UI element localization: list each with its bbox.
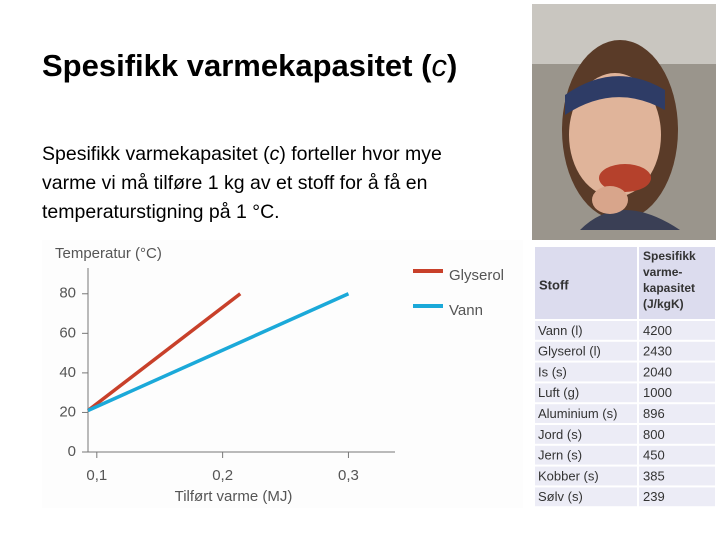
chart-background [42,240,523,508]
x-tick-label: 0,3 [338,467,359,484]
y-tick-label: 0 [68,443,76,460]
table-cell [535,383,637,403]
table-cell [639,445,715,465]
x-tick-label: 0,1 [86,467,107,484]
header-cell [639,247,715,319]
y-axis-label: Temperatur (°C) [55,245,162,262]
table-cell [535,341,637,361]
cell-text: Jord (s) [538,427,582,442]
y-tick-label: 80 [59,285,76,302]
body-part: ) forteller hvor mye varme vi må tilføre… [42,143,442,223]
table-cell [535,404,637,423]
table: Stoff Spesifikk varme-kapasitet (J/kgK) Vann… [533,243,717,513]
table-cell [639,362,715,382]
cell-text: Glyserol (l) [538,344,601,359]
table-cell [639,321,715,340]
body-symbol: c [269,143,280,165]
slide-title: Spesifikk varmekapasitet (c) [42,48,457,84]
table-cell [535,445,637,465]
table-cell [639,404,715,423]
cell-text: Kobber (s) [538,468,599,483]
y-tick-label: 20 [59,403,76,420]
title-symbol: c [431,48,447,83]
table-cell [535,362,637,382]
x-tick-label: 0,2 [212,467,233,484]
cell-text: 239 [643,489,665,504]
cell-text: 385 [643,468,665,483]
x-axis-label: Tilført varme (MJ) [175,488,293,505]
cell-text: 896 [643,406,665,421]
cell-text: 800 [643,427,665,442]
table-cell [535,487,637,507]
cell-text: Jern (s) [538,448,582,463]
header-text: varme- [643,265,682,279]
cell-text: 4200 [643,323,672,338]
header-cell [535,247,637,319]
table-cell [639,487,715,507]
cell-text: Is (s) [538,364,567,379]
table-cell [639,383,715,403]
cell-text: 2040 [643,364,672,379]
header-text: Stoff [539,277,569,292]
cell-text: Sølv (s) [538,489,583,504]
cell-text: Luft (g) [538,385,579,400]
y-tick-label: 40 [59,364,76,381]
data-line [87,292,350,413]
table-cell [639,466,715,486]
table-cell [535,466,637,486]
table-cell [639,425,715,444]
header-text: kapasitet [643,281,695,295]
title-text: ) [446,48,458,83]
body-text: Spesifikk varmekapasitet (c) forteller h… [42,140,492,227]
cell-text: 450 [643,448,665,463]
legend-label: Vann [449,302,483,319]
y-tick-label: 60 [59,324,76,341]
body-part: Spesifikk varmekapasitet ( [42,143,270,165]
data-line [86,292,242,412]
table-cell [535,425,637,444]
header-text: Spesifikk [643,249,696,263]
cell-text: 2430 [643,344,672,359]
table-cell [639,341,715,361]
cell-text: Vann (l) [538,323,583,338]
legend-label: Glyserol [449,267,504,284]
header-text: (J/kgK) [643,297,684,311]
cell-text: 1000 [643,385,672,400]
photo [532,4,716,240]
title-text: Spesifikk varmekapasitet ( [42,48,432,83]
cell-text: Aluminium (s) [538,406,617,421]
table-cell [535,321,637,340]
chart: Temperatur (°C) Tilført varme (MJ) 0 20 40 60… [55,245,504,505]
